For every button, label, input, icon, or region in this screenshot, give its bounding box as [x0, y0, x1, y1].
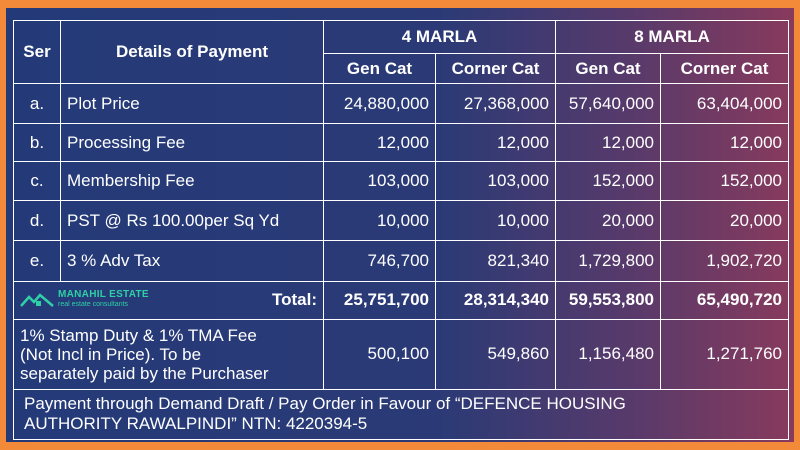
stamp-line-2: (Not Incl in Price). To be: [20, 344, 202, 364]
stamp-4-corner: 549,860: [435, 318, 556, 390]
payment-note: Payment through Demand Draft / Pay Order…: [13, 388, 789, 441]
total-8-gen: 59,553,800: [555, 280, 661, 320]
house-roof-icon: [20, 293, 54, 308]
row-label: 3 % Adv Tax: [60, 240, 324, 282]
cell-8-corner: 63,404,000: [660, 83, 789, 125]
header-row-1: Ser Details of Payment 4 MARLA 8 MARLA: [13, 19, 789, 85]
header-row-2: Gen Cat Corner Cat Gen Cat Corner Cat: [14, 53, 789, 85]
cell-8-corner: 1,902,720: [660, 240, 789, 282]
cell-4-gen: 12,000: [323, 123, 436, 163]
stamp-line-1: 1% Stamp Duty & 1% TMA Fee: [20, 325, 257, 345]
row-label: Membership Fee: [60, 161, 324, 202]
footer-row: Payment through Demand Draft / Pay Order…: [13, 388, 789, 441]
manahil-estate-logo: MANAHIL ESTATE real estate consultants: [20, 290, 149, 310]
total-label-cell: MANAHIL ESTATE real estate consultants T…: [13, 280, 324, 320]
gen-cat-8-header: Gen Cat: [555, 53, 661, 85]
payment-table: Ser Details of Payment 4 MARLA 8 MARLA G…: [13, 19, 789, 441]
total-label: Total:: [271, 290, 317, 310]
top-accent-bar: [0, 0, 800, 8]
cell-4-corner: 821,340: [435, 240, 556, 282]
cell-4-corner: 27,368,000: [435, 83, 556, 125]
ser-header: Ser: [13, 19, 61, 85]
row-ser: b.: [13, 123, 61, 163]
row-ser: e.: [13, 240, 61, 282]
row-label: PST @ Rs 100.00per Sq Yd: [60, 200, 324, 242]
row-label: Plot Price: [60, 83, 324, 125]
payment-note-line-1: Payment through Demand Draft / Pay Order…: [24, 394, 626, 414]
row-ser: a.: [13, 83, 61, 125]
logo-title: MANAHIL ESTATE: [58, 289, 149, 301]
cell-8-gen: 57,640,000: [555, 83, 661, 125]
row-label: Processing Fee: [60, 123, 324, 163]
table-row: d. PST @ Rs 100.00per Sq Yd 10,000 10,00…: [13, 200, 789, 242]
cell-4-gen: 103,000: [323, 161, 436, 202]
cell-8-gen: 12,000: [555, 123, 661, 163]
gen-cat-4-header: Gen Cat: [323, 53, 436, 85]
cell-4-gen: 746,700: [323, 240, 436, 282]
cell-8-gen: 20,000: [555, 200, 661, 242]
bottom-accent-bar: [0, 442, 800, 450]
table-row: e. 3 % Adv Tax 746,700 821,340 1,729,800…: [13, 240, 789, 282]
stamp-8-gen: 1,156,480: [555, 318, 661, 390]
stamp-line-3: separately paid by the Purchaser: [20, 363, 269, 383]
group-4-marla-header: 4 MARLA: [323, 19, 556, 55]
logo-subtitle: real estate consultants: [58, 301, 129, 309]
total-8-corner: 65,490,720: [660, 280, 789, 320]
cell-8-corner: 20,000: [660, 200, 789, 242]
row-ser: c.: [13, 161, 61, 202]
table-row: c. Membership Fee 103,000 103,000 152,00…: [13, 161, 789, 202]
corner-cat-4-header: Corner Cat: [435, 53, 556, 85]
cell-8-gen: 152,000: [555, 161, 661, 202]
stamp-duty-row: 1% Stamp Duty & 1% TMA Fee (Not Incl in …: [13, 318, 789, 390]
details-header: Details of Payment: [60, 19, 324, 85]
cell-8-gen: 1,729,800: [555, 240, 661, 282]
left-accent-bar: [0, 0, 6, 450]
cell-4-gen: 24,880,000: [323, 83, 436, 125]
table-row: b. Processing Fee 12,000 12,000 12,000 1…: [13, 123, 789, 163]
cell-4-corner: 10,000: [435, 200, 556, 242]
group-8-marla-header: 8 MARLA: [555, 19, 789, 55]
table-row: a. Plot Price 24,880,000 27,368,000 57,6…: [13, 83, 789, 125]
corner-cat-8-header: Corner Cat: [660, 53, 789, 85]
cell-4-corner: 103,000: [435, 161, 556, 202]
stamp-4-gen: 500,100: [323, 318, 436, 390]
cell-4-corner: 12,000: [435, 123, 556, 163]
right-accent-bar: [794, 0, 800, 450]
cell-4-gen: 10,000: [323, 200, 436, 242]
row-ser: d.: [13, 200, 61, 242]
stamp-8-corner: 1,271,760: [660, 318, 789, 390]
payment-note-line-2: AUTHORITY RAWALPINDI” NTN: 4220394-5: [24, 414, 368, 434]
cell-8-corner: 152,000: [660, 161, 789, 202]
total-row: MANAHIL ESTATE real estate consultants T…: [13, 280, 789, 320]
total-4-gen: 25,751,700: [323, 280, 436, 320]
cell-8-corner: 12,000: [660, 123, 789, 163]
total-4-corner: 28,314,340: [435, 280, 556, 320]
stamp-duty-note: 1% Stamp Duty & 1% TMA Fee (Not Incl in …: [13, 318, 324, 390]
